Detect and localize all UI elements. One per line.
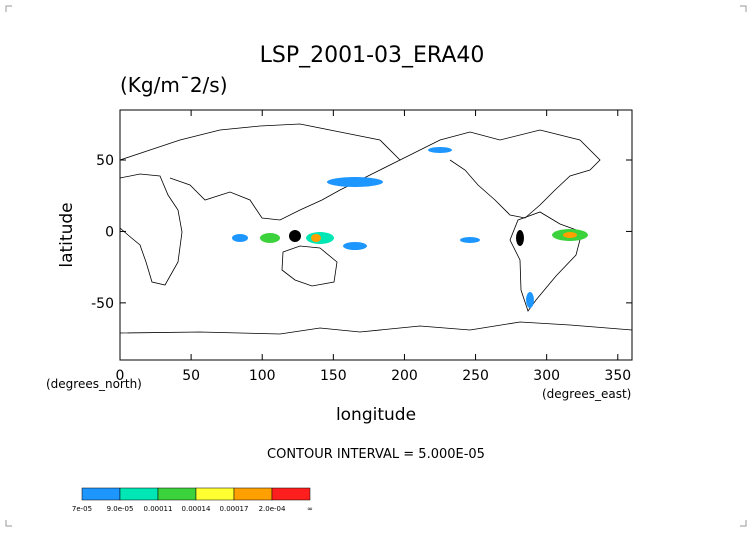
map xyxy=(119,123,633,335)
y-unit: (degrees_north) xyxy=(46,377,142,391)
title: LSP_2001-03_ERA40 xyxy=(260,43,485,68)
coastline xyxy=(119,173,183,286)
precip-area xyxy=(260,233,280,243)
x-tick-label: 250 xyxy=(462,368,489,384)
coastline xyxy=(509,211,583,312)
x-axis-label: longitude xyxy=(336,405,416,425)
coastline xyxy=(281,245,338,287)
colorbar-swatch xyxy=(271,487,311,501)
coastline xyxy=(399,129,601,219)
x-tick-label: 0 xyxy=(116,368,125,384)
precip-area xyxy=(428,147,452,153)
colorbar-label: 0.00014 xyxy=(182,505,211,513)
coastline xyxy=(119,321,633,335)
colorbar-swatch xyxy=(119,487,159,501)
precip-area xyxy=(311,234,321,242)
x-tick-label: 150 xyxy=(320,368,347,384)
plot-frame xyxy=(119,109,633,361)
colorbar-swatch xyxy=(157,487,197,501)
contour-note: CONTOUR INTERVAL = 5.000E-05 xyxy=(267,447,485,462)
colorbar-label: 9.0e-05 xyxy=(107,505,134,513)
colorbar-swatch xyxy=(195,487,235,501)
precip-area xyxy=(232,234,248,242)
colorbar-swatch xyxy=(233,487,273,501)
precip-area xyxy=(563,232,577,238)
y-axis-label: latitude xyxy=(57,202,77,267)
colorbar-swatch xyxy=(81,487,121,501)
x-tick-label: 300 xyxy=(533,368,560,384)
precip-area xyxy=(289,230,301,242)
x-tick-label: 100 xyxy=(249,368,276,384)
precip-area xyxy=(516,230,524,246)
y-tick-label: 0 xyxy=(105,224,114,240)
y-tick-label: 50 xyxy=(96,153,114,169)
x-unit: (degrees_east) xyxy=(542,387,631,401)
precip-area xyxy=(526,292,534,308)
colorbar-label: 2.0e-04 xyxy=(259,505,286,513)
x-tick-label: 200 xyxy=(391,368,418,384)
units: (Kg/m¯2/s) xyxy=(120,73,228,97)
colorbar-label: 0.00011 xyxy=(144,505,173,513)
precip-area xyxy=(460,237,480,243)
precip-area xyxy=(343,242,367,250)
coastline xyxy=(119,123,401,221)
y-tick-label: -50 xyxy=(91,296,114,312)
x-tick-label: 50 xyxy=(182,368,200,384)
precip-area xyxy=(327,177,383,187)
x-tick-label: 350 xyxy=(604,368,631,384)
colorbar-label: 7e-05 xyxy=(72,505,92,513)
colorbar-label: 0.00017 xyxy=(220,505,249,513)
colorbar-label: ∞ xyxy=(307,505,313,513)
page-corners xyxy=(5,5,747,527)
